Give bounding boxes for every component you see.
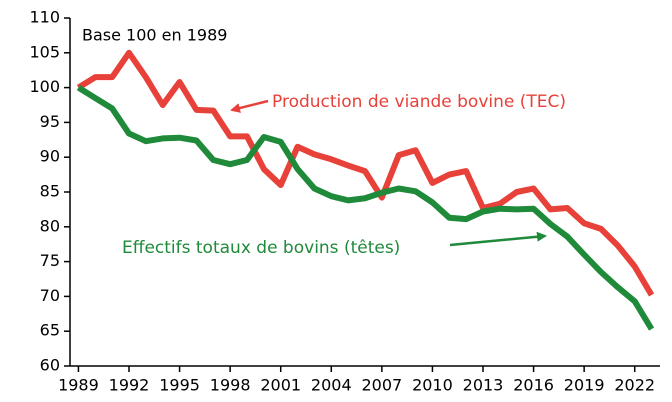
x-tick-label: 1995 <box>159 376 200 395</box>
x-tick-label: 1998 <box>210 376 251 395</box>
x-tick-label: 2007 <box>361 376 402 395</box>
x-tick-label: 2010 <box>412 376 453 395</box>
y-tick-label: 60 <box>40 356 60 375</box>
y-tick-label: 75 <box>40 251 60 270</box>
y-tick-label: 105 <box>29 42 60 61</box>
arrow <box>230 99 269 113</box>
x-tick-label: 1992 <box>109 376 150 395</box>
y-tick-label: 100 <box>29 77 60 96</box>
y-tick-label: 95 <box>40 112 60 131</box>
y-tick-label: 85 <box>40 182 60 201</box>
annotation: Base 100 en 1989 <box>82 26 227 45</box>
x-tick-label: 2001 <box>260 376 301 395</box>
y-tick-label: 80 <box>40 216 60 235</box>
x-tick-label: 2004 <box>311 376 352 395</box>
x-tick-label: 2019 <box>564 376 605 395</box>
series-line <box>76 49 655 297</box>
y-tick-label: 65 <box>40 321 60 340</box>
series-line <box>76 85 655 331</box>
arrow <box>449 231 547 247</box>
x-tick-label: 2013 <box>463 376 504 395</box>
y-tick-label: 70 <box>40 286 60 305</box>
x-tick-label: 2022 <box>614 376 655 395</box>
x-tick-label: 2016 <box>513 376 554 395</box>
y-tick-label: 110 <box>29 8 60 27</box>
y-tick-label: 90 <box>40 147 60 166</box>
legend-label: Production de viande bovine (TEC) <box>272 92 566 112</box>
x-tick-label: 1989 <box>58 376 99 395</box>
legend-label: Effectifs totaux de bovins (têtes) <box>122 238 400 258</box>
